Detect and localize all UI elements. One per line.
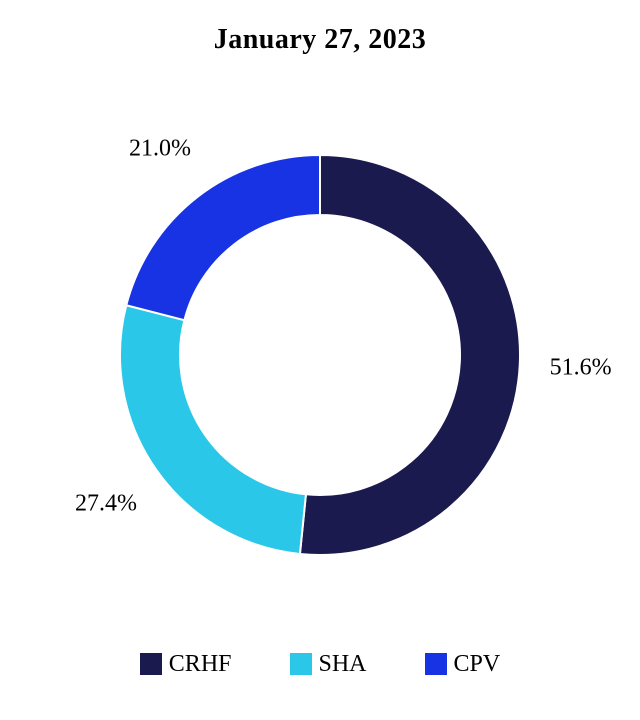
- slice-crhf: [298, 153, 521, 556]
- legend-label-sha: SHA: [318, 651, 367, 677]
- slice-cpv: [125, 153, 321, 322]
- legend-item-cpv: CPV: [424, 651, 501, 677]
- legend-swatch-sha: [289, 653, 312, 675]
- legend-label-cpv: CPV: [453, 651, 501, 677]
- legend-swatch-crhf: [139, 653, 162, 675]
- legend-swatch-cpv: [424, 653, 447, 675]
- chart-title: January 27, 2023: [213, 24, 427, 55]
- slice-label-crhf: 51.6%: [549, 354, 612, 381]
- legend-item-sha: SHA: [289, 651, 367, 677]
- slice-sha: [119, 304, 308, 556]
- legend-label-crhf: CRHF: [168, 651, 232, 677]
- legend: CRHF SHA CPV: [0, 652, 640, 676]
- legend-item-crhf: CRHF: [139, 651, 232, 677]
- slice-label-sha: 27.4%: [74, 490, 137, 517]
- slice-label-cpv: 21.0%: [129, 135, 192, 162]
